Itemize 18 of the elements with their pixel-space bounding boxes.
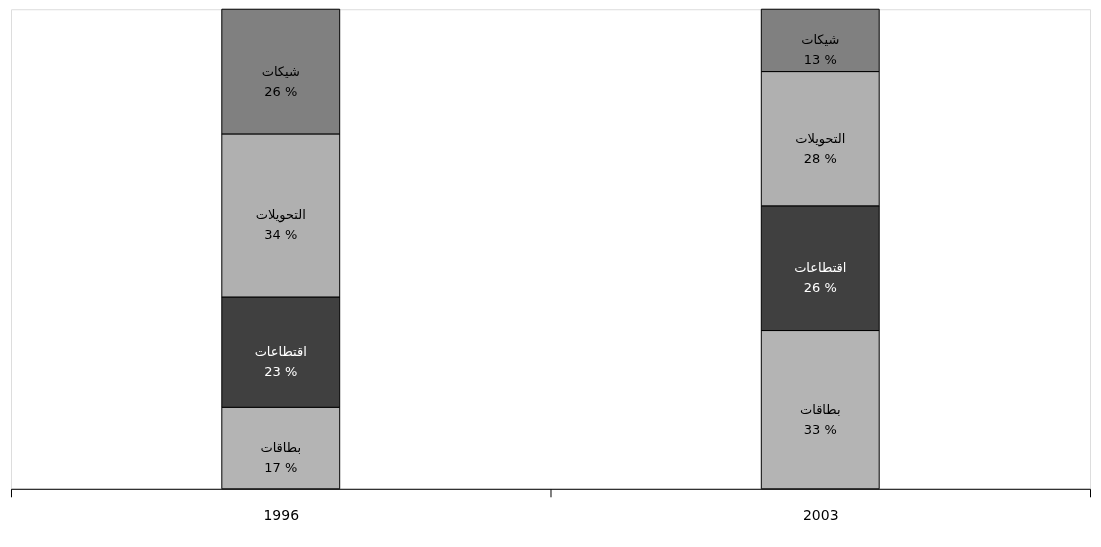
text: بطاقات xyxy=(799,401,841,417)
data-label: 26 % xyxy=(264,83,298,99)
data-label: 28 % xyxy=(803,150,837,166)
data-label: 33 % xyxy=(803,421,837,437)
series-label: التحويلات xyxy=(255,207,306,224)
text: شيكات xyxy=(261,63,300,79)
data-label: 17 % xyxy=(264,460,298,476)
x-tick-label: 2003 xyxy=(802,507,839,524)
data-label: 34 % xyxy=(264,227,298,243)
series-label: بطاقات xyxy=(260,440,302,456)
series-label: اقتطاعات xyxy=(254,344,307,360)
data-label: 26 % xyxy=(803,280,837,296)
series-label: شيكات xyxy=(801,32,840,48)
text: اقتطاعات xyxy=(794,260,847,276)
data-label: 13 % xyxy=(803,52,837,68)
data-label: 23 % xyxy=(264,364,298,380)
x-tick-label: 1996 xyxy=(263,507,300,524)
text: التحويلات xyxy=(795,130,846,146)
